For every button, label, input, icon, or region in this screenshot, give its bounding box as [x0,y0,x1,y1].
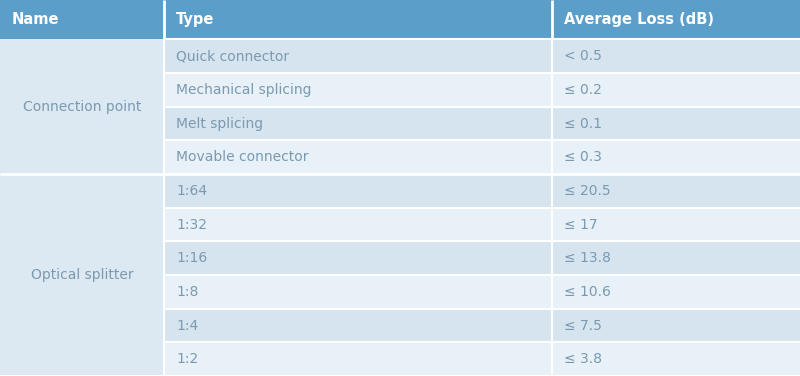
Bar [552,107,800,141]
Bar [164,107,552,141]
Text: Type: Type [176,12,214,27]
Text: Average Loss (dB): Average Loss (dB) [564,12,714,27]
Text: Connection point: Connection point [23,100,141,114]
Text: ≤ 20.5: ≤ 20.5 [564,184,610,198]
Text: < 0.5: < 0.5 [564,49,602,63]
Bar [164,342,552,376]
Text: 1:64: 1:64 [176,184,207,198]
Text: ≤ 3.8: ≤ 3.8 [564,352,602,366]
Text: Quick connector: Quick connector [176,49,289,63]
Text: ≤ 7.5: ≤ 7.5 [564,318,602,332]
Bar [164,241,552,275]
Text: Name: Name [12,12,59,27]
Bar [552,73,800,107]
Bar [552,0,800,39]
Bar [552,174,800,208]
Text: Movable connector: Movable connector [176,150,309,164]
Bar [552,241,800,275]
Text: Mechanical splicing: Mechanical splicing [176,83,311,97]
Text: ≤ 10.6: ≤ 10.6 [564,285,611,299]
Bar [552,39,800,73]
Text: ≤ 17: ≤ 17 [564,218,598,232]
Bar [552,309,800,342]
Bar [552,275,800,309]
Bar [164,309,552,342]
Text: Melt splicing: Melt splicing [176,117,263,130]
Bar [164,73,552,107]
Text: 1:2: 1:2 [176,352,198,366]
Bar [164,208,552,241]
Bar [0,174,164,376]
Bar [164,275,552,309]
Bar [552,208,800,241]
Bar [164,140,552,174]
Text: 1:16: 1:16 [176,251,207,265]
Text: 1:4: 1:4 [176,318,198,332]
Text: 1:32: 1:32 [176,218,207,232]
Text: ≤ 0.3: ≤ 0.3 [564,150,602,164]
Bar [164,39,552,73]
Text: ≤ 0.1: ≤ 0.1 [564,117,602,130]
Text: ≤ 0.2: ≤ 0.2 [564,83,602,97]
Text: Optical splitter: Optical splitter [30,268,134,282]
Text: 1:8: 1:8 [176,285,198,299]
Text: ≤ 13.8: ≤ 13.8 [564,251,611,265]
Bar [552,140,800,174]
Bar [0,0,164,39]
Bar [164,174,552,208]
Bar [0,39,164,174]
Bar [552,342,800,376]
Bar [164,0,552,39]
